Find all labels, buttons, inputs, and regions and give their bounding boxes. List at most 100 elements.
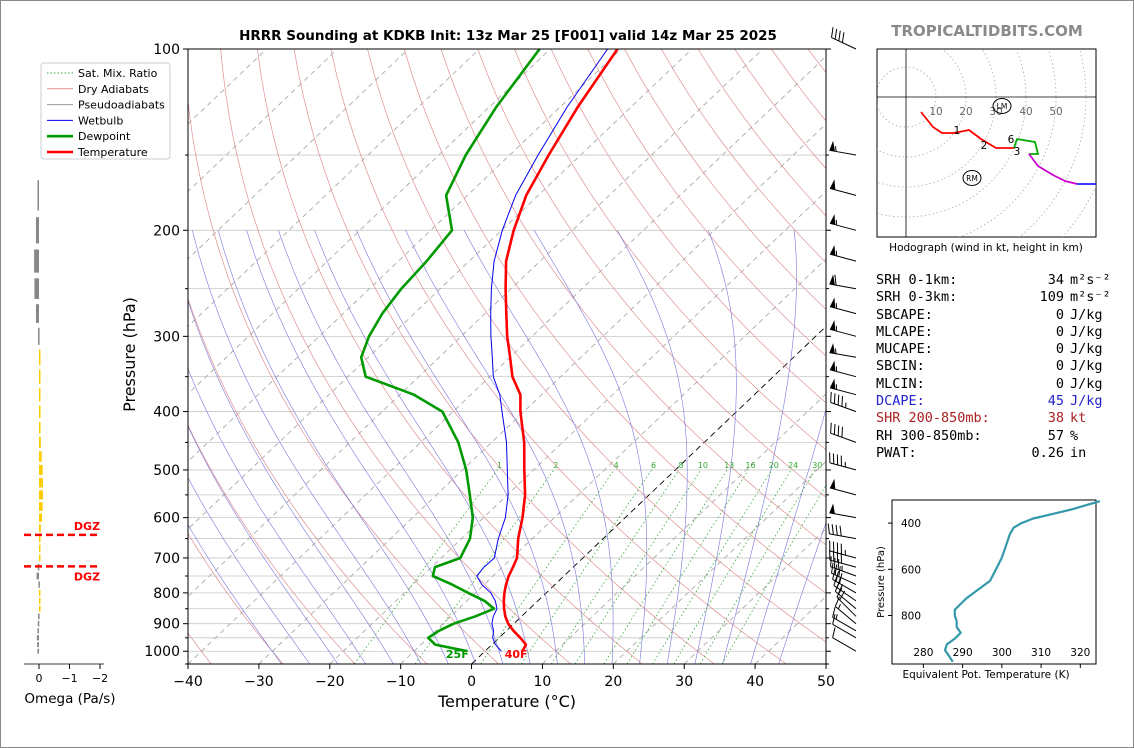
dry-adiabat (188, 424, 356, 664)
omega-x-tick-label: −1 (61, 672, 77, 685)
chart-title: HRRR Sounding at KDKB Init: 13z Mar 25 [… (239, 28, 777, 44)
hodograph-height-label: 3 (1014, 146, 1021, 158)
barb-flag (829, 244, 836, 256)
index-row: MLCIN: 0 J/kg (876, 376, 1111, 393)
moist-adiabat (192, 230, 422, 664)
barb-full (838, 30, 841, 42)
barb-full (833, 575, 838, 586)
barb-staff (829, 328, 857, 337)
barb-staff (829, 283, 857, 290)
index-label: SHR 200-850mb: (876, 410, 990, 427)
barb-full (837, 425, 840, 436)
x-tick-label: 50 (817, 674, 835, 690)
dry-adiabat (403, 49, 826, 594)
omega-bar (39, 534, 41, 543)
barb-staff (832, 616, 857, 632)
omega-bar (37, 648, 39, 654)
omega-bar (39, 477, 43, 488)
barb-staff (829, 559, 857, 568)
barb-staff (832, 578, 857, 594)
theta-e-y-tick-label: 800 (901, 610, 921, 622)
barb-staff (831, 572, 857, 586)
omega-bar (39, 524, 41, 533)
index-unit: m²s⁻² (1070, 289, 1111, 306)
index-row: SBCAPE: 0 J/kg (876, 307, 1111, 324)
barb-staff (829, 306, 857, 315)
mixing-ratio-label: 30 (812, 461, 822, 470)
sounding-indices: SRH 0-1km: 34 m²s⁻² SRH 0-3km: 109 m²s⁻² SBCAP… (876, 272, 1111, 462)
y-axis-label: Pressure (hPa) (120, 297, 139, 412)
dry-adiabat (550, 49, 826, 404)
omega-bar (37, 180, 39, 211)
theta-e-y-tick-label: 600 (901, 564, 921, 576)
legend-label: Pseudoadiabats (78, 99, 165, 112)
barb-full (838, 566, 841, 577)
index-row: SRH 0-1km: 34 m²s⁻² (876, 272, 1111, 289)
omega-bar (39, 502, 43, 511)
mixing-ratio-label: 10 (698, 461, 708, 470)
dry-adiabat (514, 49, 826, 451)
mixing-ratio-label: 6 (651, 461, 656, 470)
moist-adiabat (188, 300, 394, 664)
legend-label: Dewpoint (78, 130, 131, 143)
mixing-ratio-label: 16 (745, 461, 755, 470)
index-value: 38 (1047, 410, 1064, 427)
index-unit: in (1070, 444, 1087, 461)
barb-full (833, 393, 836, 404)
index-label: SRH 0-1km: (876, 272, 958, 288)
dry-adiabat (330, 49, 787, 664)
barb-flag (829, 360, 836, 372)
hodograph-ring-label: 50 (1049, 106, 1062, 118)
barb-full (832, 614, 836, 625)
moist-adiabat (314, 230, 531, 664)
theta-e-x-tick-label: 310 (1031, 647, 1051, 659)
wind-barb (831, 562, 857, 586)
barb-flag (829, 343, 835, 354)
omega-bar (34, 249, 39, 273)
barb-staff (829, 533, 857, 540)
barb-staff (830, 401, 857, 413)
wind-barb (829, 320, 857, 337)
barb-staff (832, 637, 857, 652)
mixing-ratio-line (353, 469, 498, 664)
index-unit: J/kg (1070, 323, 1103, 340)
wind-barb (834, 596, 857, 625)
barb-full (830, 422, 832, 434)
wind-barb (829, 343, 857, 358)
omega-bar (34, 278, 39, 299)
wind-barb (830, 556, 857, 577)
omega-bar (36, 635, 39, 641)
omega-bar (39, 597, 41, 604)
index-row: DCAPE: 45 J/kg (876, 393, 1111, 410)
moist-adiabat (616, 230, 688, 664)
surface-annotation: 40F (505, 648, 528, 661)
wind-barb (832, 614, 857, 639)
omega-bar (39, 490, 43, 500)
omega-bar (39, 436, 41, 448)
hodograph-height-label: 9 (1113, 194, 1120, 206)
isotherm (188, 49, 764, 598)
moist-adiabat (778, 521, 826, 664)
barb-full (833, 557, 836, 569)
barb-staff (829, 369, 857, 378)
dewpoint-line (359, 49, 541, 653)
index-unit: J/kg (1070, 375, 1103, 392)
legend-label: Temperature (77, 146, 148, 159)
barb-staff (829, 187, 857, 196)
isotherm (683, 528, 826, 664)
dry-adiabat (440, 49, 826, 546)
barb-full (837, 394, 840, 406)
temperature-line (502, 49, 619, 652)
index-value: 0.26 (1031, 444, 1064, 461)
mixing-ratio-line (480, 469, 615, 664)
barb-full (831, 562, 834, 574)
barb-full (837, 559, 840, 570)
barb-flag (829, 179, 836, 190)
mixing-ratio-line (652, 469, 773, 664)
mixing-ratio-line (574, 469, 702, 664)
y-tick-label: 1000 (144, 644, 180, 660)
wind-barb (829, 214, 857, 231)
omega-bar (39, 369, 41, 384)
barb-full (841, 426, 844, 438)
